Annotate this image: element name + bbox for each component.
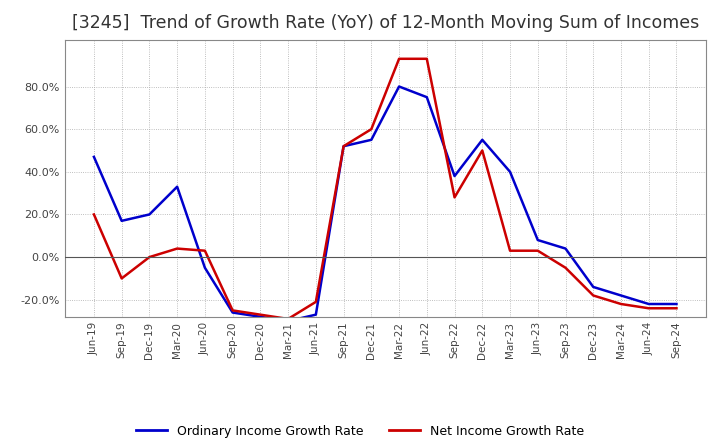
Net Income Growth Rate (89, 212, 98, 217)
Ordinary Income Growth Rate (256, 314, 265, 319)
Net Income Growth Rate (672, 306, 681, 311)
Title: [3245]  Trend of Growth Rate (YoY) of 12-Month Moving Sum of Incomes: [3245] Trend of Growth Rate (YoY) of 12-… (71, 15, 699, 33)
Ordinary Income Growth Rate (478, 137, 487, 143)
Net Income Growth Rate (644, 306, 653, 311)
Net Income Growth Rate (173, 246, 181, 251)
Net Income Growth Rate (228, 308, 237, 313)
Line: Ordinary Income Growth Rate: Ordinary Income Growth Rate (94, 87, 677, 321)
Net Income Growth Rate (561, 265, 570, 271)
Net Income Growth Rate (256, 312, 265, 317)
Ordinary Income Growth Rate (423, 95, 431, 100)
Net Income Growth Rate (117, 276, 126, 281)
Ordinary Income Growth Rate (312, 312, 320, 317)
Ordinary Income Growth Rate (173, 184, 181, 189)
Net Income Growth Rate (534, 248, 542, 253)
Line: Net Income Growth Rate: Net Income Growth Rate (94, 59, 677, 319)
Net Income Growth Rate (284, 316, 292, 322)
Net Income Growth Rate (339, 143, 348, 149)
Ordinary Income Growth Rate (89, 154, 98, 160)
Ordinary Income Growth Rate (644, 301, 653, 307)
Ordinary Income Growth Rate (505, 169, 514, 174)
Ordinary Income Growth Rate (117, 218, 126, 224)
Ordinary Income Growth Rate (616, 293, 625, 298)
Net Income Growth Rate (423, 56, 431, 62)
Net Income Growth Rate (505, 248, 514, 253)
Net Income Growth Rate (478, 148, 487, 153)
Ordinary Income Growth Rate (145, 212, 154, 217)
Ordinary Income Growth Rate (534, 238, 542, 243)
Ordinary Income Growth Rate (284, 319, 292, 324)
Net Income Growth Rate (395, 56, 403, 62)
Ordinary Income Growth Rate (367, 137, 376, 143)
Ordinary Income Growth Rate (201, 265, 210, 271)
Ordinary Income Growth Rate (450, 173, 459, 179)
Net Income Growth Rate (450, 195, 459, 200)
Ordinary Income Growth Rate (561, 246, 570, 251)
Net Income Growth Rate (312, 299, 320, 304)
Ordinary Income Growth Rate (395, 84, 403, 89)
Ordinary Income Growth Rate (589, 284, 598, 290)
Ordinary Income Growth Rate (672, 301, 681, 307)
Net Income Growth Rate (145, 254, 154, 260)
Net Income Growth Rate (201, 248, 210, 253)
Ordinary Income Growth Rate (339, 143, 348, 149)
Net Income Growth Rate (589, 293, 598, 298)
Legend: Ordinary Income Growth Rate, Net Income Growth Rate: Ordinary Income Growth Rate, Net Income … (131, 420, 589, 440)
Net Income Growth Rate (367, 127, 376, 132)
Ordinary Income Growth Rate (228, 310, 237, 315)
Net Income Growth Rate (616, 301, 625, 307)
